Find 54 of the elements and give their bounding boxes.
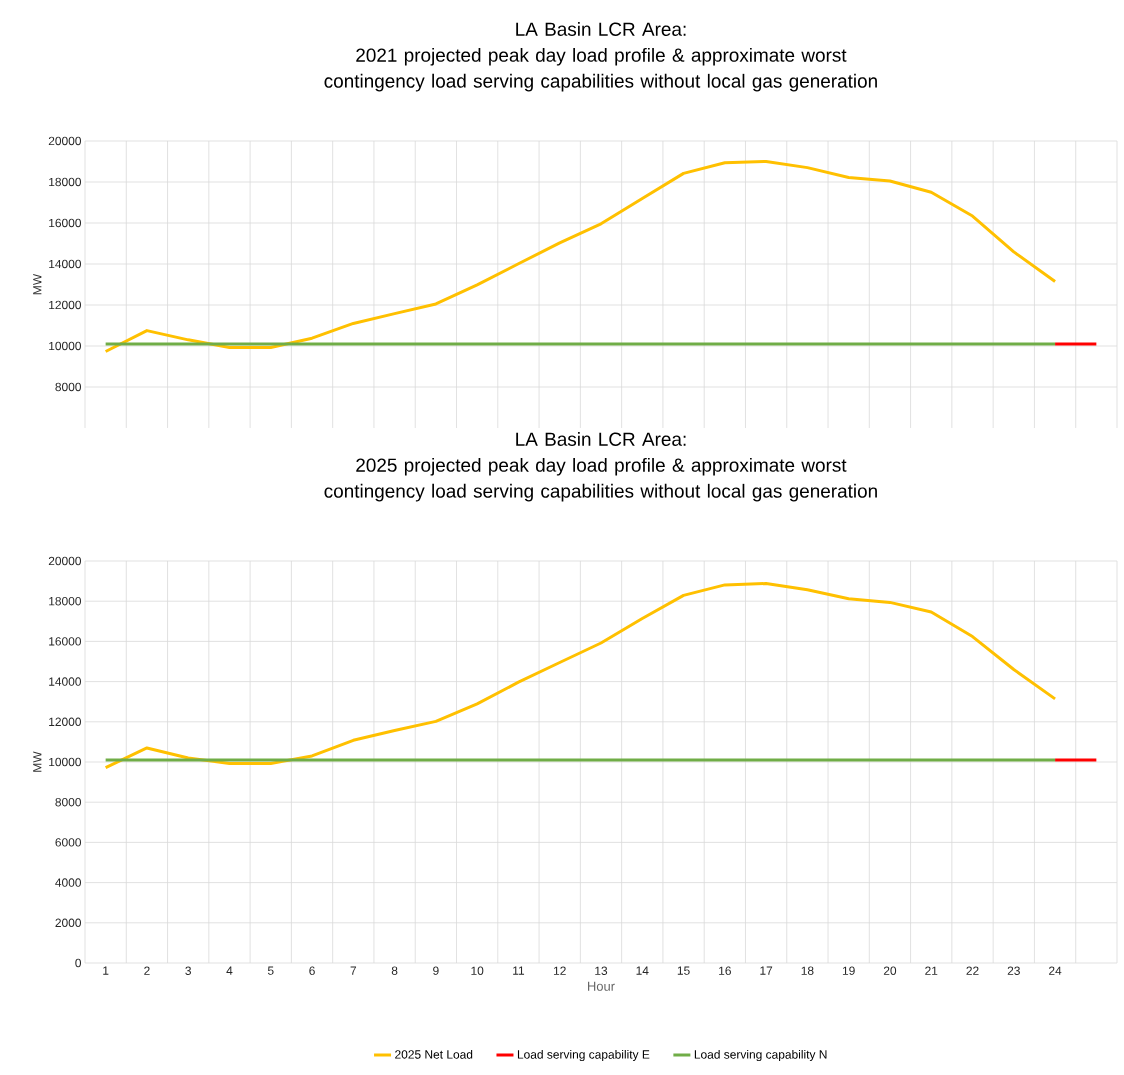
x-tick-label: 2 (144, 966, 150, 975)
x-tick-label: 8 (391, 966, 398, 975)
x-tick-label: 23 (1007, 966, 1020, 975)
line-series (104, 582, 1057, 770)
x-tick-label: 24 (1049, 966, 1062, 975)
x-tick-label: 15 (677, 966, 690, 975)
x-tick-label: 12 (553, 966, 566, 975)
y-tick-label: 18000 (49, 177, 82, 187)
line-series (104, 159, 1057, 354)
y-tick-label: 12000 (49, 300, 82, 310)
chart-subtitle: 2021 projected peak day load profile & approximate worst contingency load serving capabilities without local gas generation (324, 47, 877, 92)
x-tick-label: 4 (226, 966, 233, 975)
x-tick-label: 17 (760, 966, 773, 975)
legend-label: Load serving capability N (694, 1049, 827, 1062)
legend-label: 2025 Net Load (395, 1049, 473, 1059)
x-tick-label: 6 (309, 966, 315, 975)
y-tick-label: 10000 (49, 757, 82, 767)
y-axis-title: MW (33, 273, 42, 295)
x-tick-label: 3 (185, 966, 191, 975)
chart-subtitle: 2025 projected peak day load profile & approximate worst contingency load serving capabilities without local gas generation (324, 457, 877, 502)
y-tick-label: 8000 (55, 797, 82, 807)
y-tick-label: 4000 (55, 878, 82, 887)
x-tick-label: 14 (636, 966, 649, 975)
y-tick-label: 16000 (49, 637, 82, 646)
y-tick-label: 14000 (49, 259, 82, 269)
x-tick-label: 22 (966, 966, 979, 975)
x-tick-label: 11 (513, 966, 525, 975)
legend-label: Load serving capability E (517, 1049, 650, 1062)
y-tick-label: 8000 (55, 382, 82, 392)
chart-title: LA Basin LCR Area: (516, 432, 686, 446)
y-tick-label: 16000 (49, 218, 82, 228)
x-tick-label: 18 (801, 966, 814, 975)
x-tick-label: 21 (925, 966, 938, 975)
y-tick-label: 20000 (48, 556, 82, 566)
chart-title: LA Basin LCR Area: (516, 22, 686, 36)
y-tick-label: 6000 (55, 838, 82, 847)
x-tick-label: 1 (103, 966, 109, 975)
x-tick-label: 20 (883, 966, 897, 975)
x-tick-label: 7 (350, 966, 357, 975)
y-tick-label: 0 (75, 958, 82, 968)
x-tick-label: 16 (719, 966, 731, 975)
x-tick-label: 9 (433, 966, 439, 975)
x-tick-label: 5 (267, 966, 274, 975)
y-axis-title: MW (33, 751, 42, 772)
y-tick-label: 18000 (49, 596, 82, 606)
x-tick-label: 19 (842, 966, 855, 975)
y-tick-label: 14000 (49, 677, 82, 686)
x-tick-label: 10 (471, 966, 484, 975)
x-tick-label: 13 (595, 966, 608, 975)
y-tick-label: 12000 (49, 717, 82, 727)
y-tick-label: 10000 (49, 341, 82, 351)
y-tick-label: 20000 (48, 136, 82, 146)
x-axis-title: Hour (588, 981, 615, 991)
y-tick-label: 2000 (55, 918, 82, 928)
